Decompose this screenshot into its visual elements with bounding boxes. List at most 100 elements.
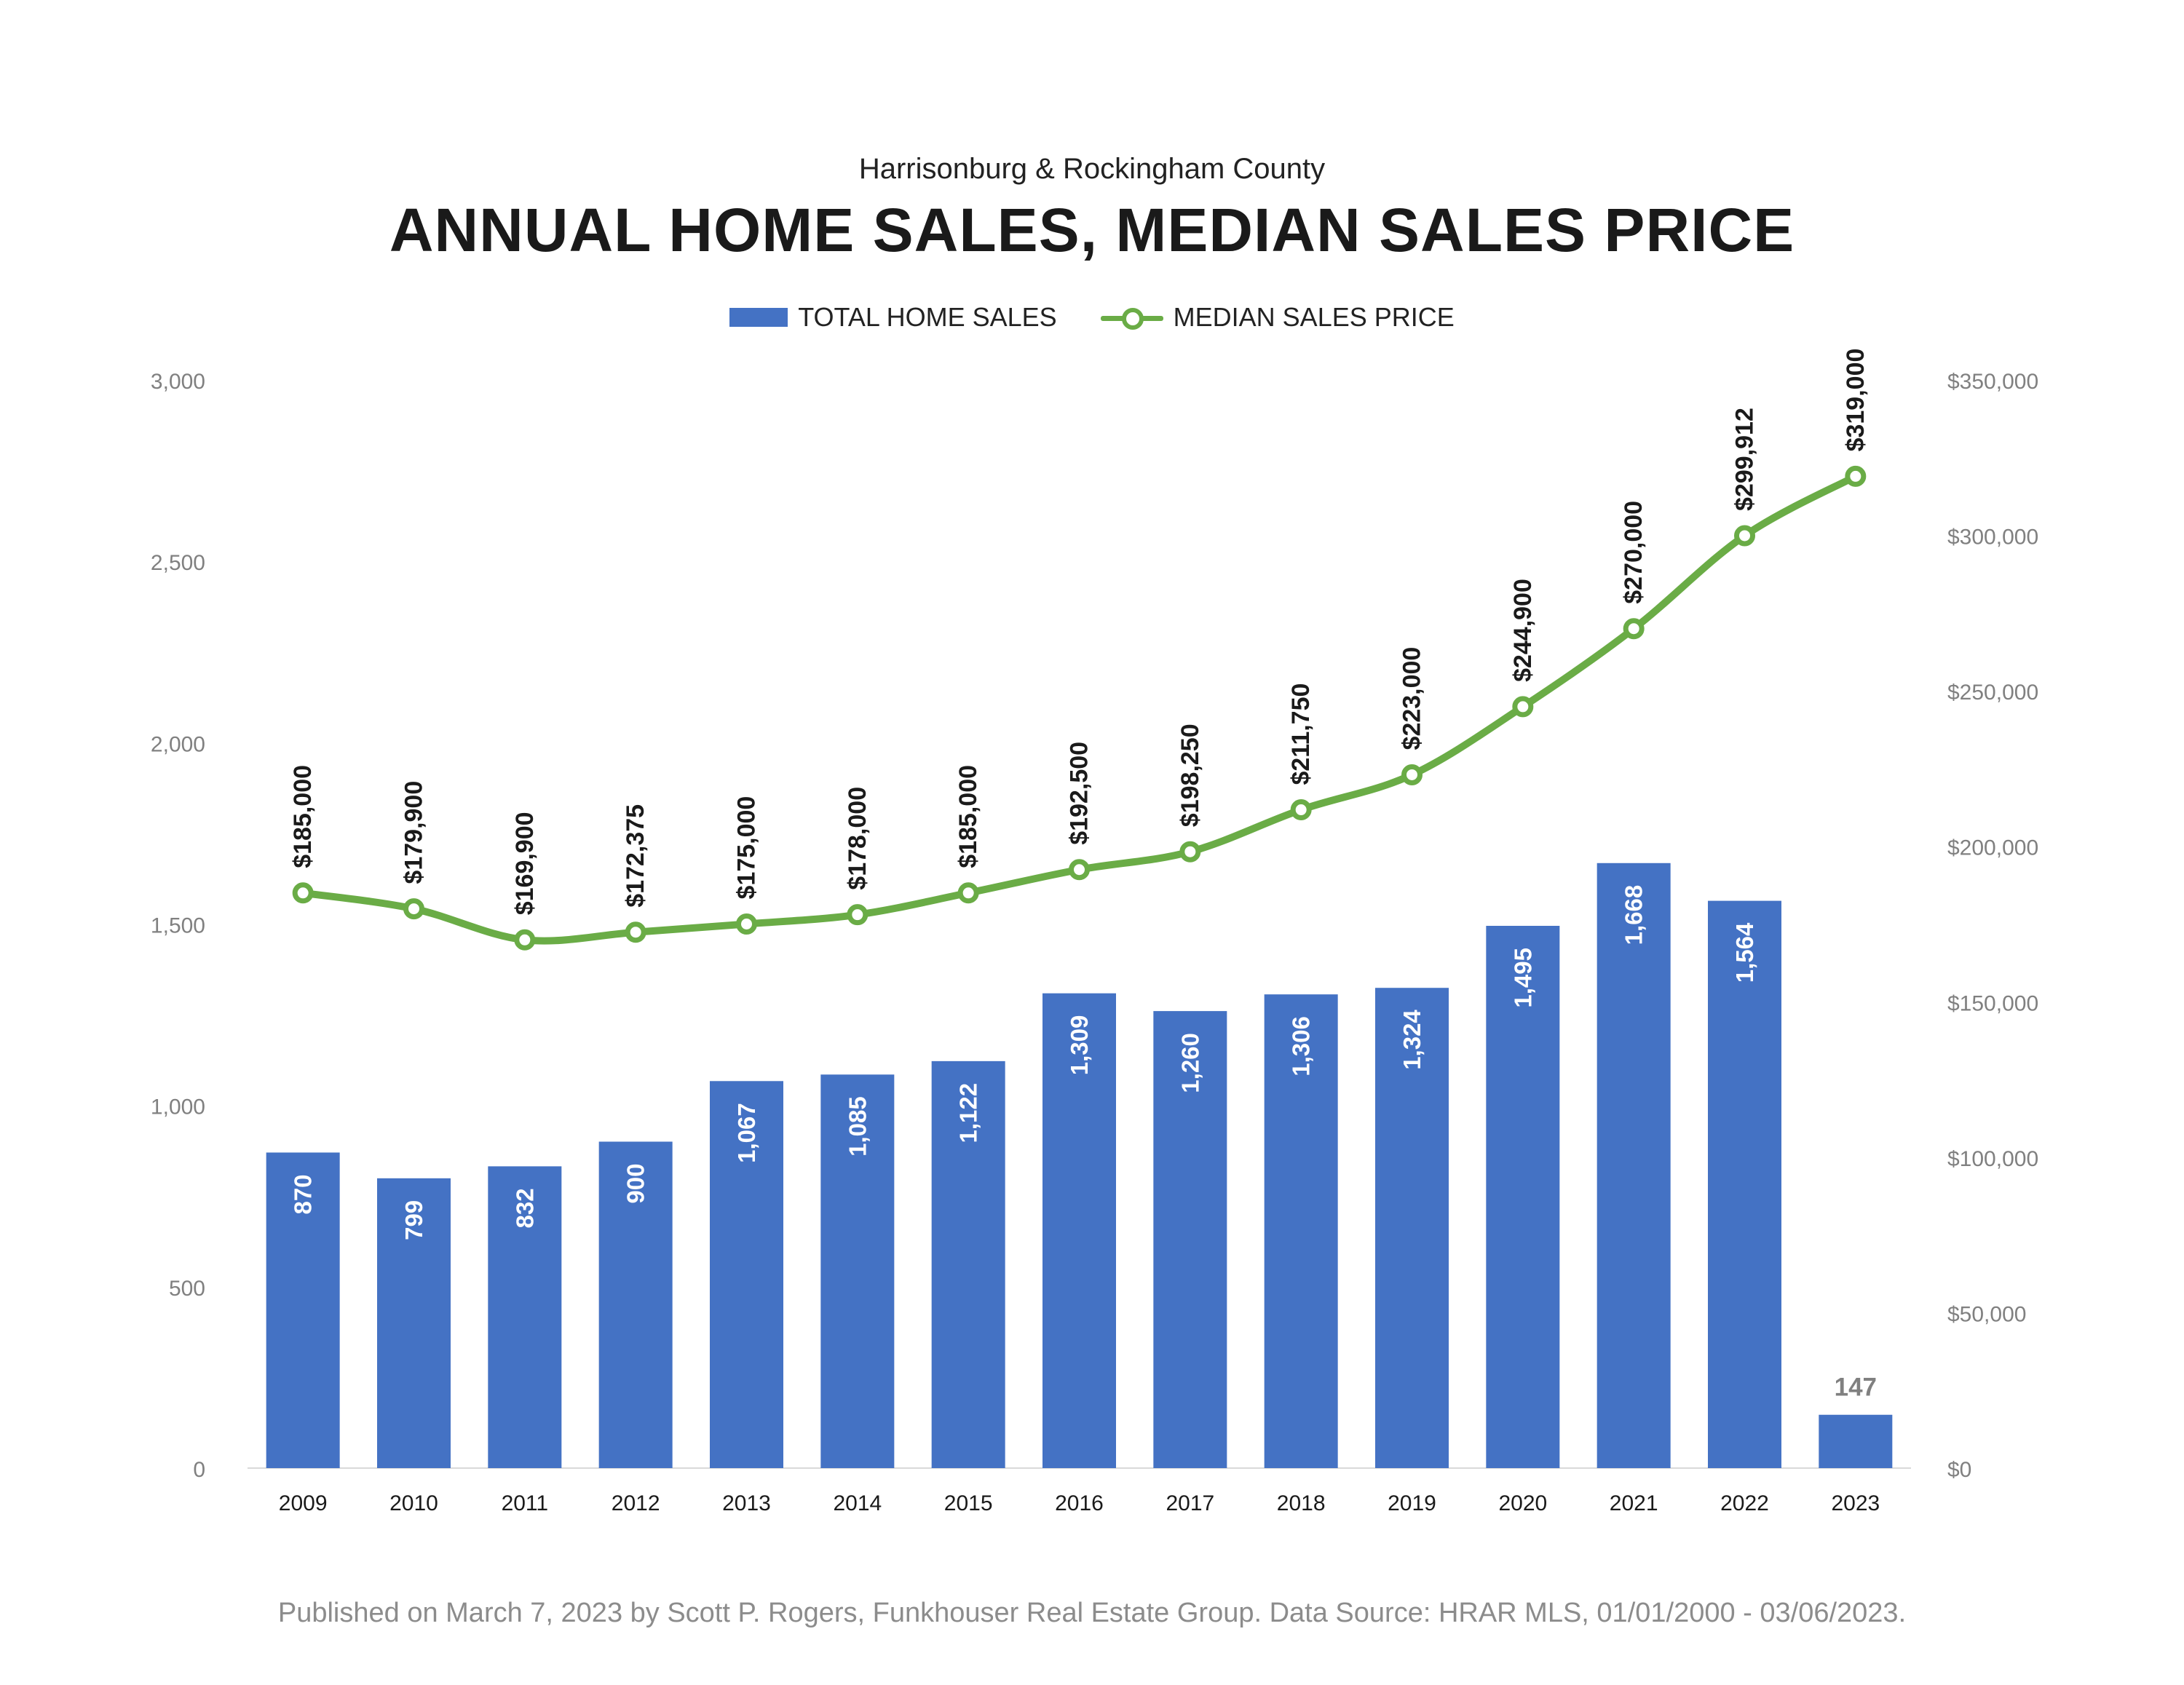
right-axis-tick-label: $200,000 (1947, 836, 2038, 860)
bar-data-label: 1,122 (955, 1083, 982, 1143)
median-price-data-label: $211,750 (1287, 683, 1315, 785)
median-price-data-label: $299,912 (1731, 408, 1759, 511)
median-price-data-label: $198,250 (1176, 723, 1204, 827)
legend-item-total-home-sales: TOTAL HOME SALES (729, 302, 1057, 333)
chart-legend: TOTAL HOME SALES MEDIAN SALES PRICE (0, 302, 2184, 333)
legend-line-swatch (1100, 308, 1163, 330)
median-price-point (957, 882, 979, 904)
bar-data-label: 1,495 (1509, 948, 1536, 1008)
bar-total-home-sales (488, 1166, 562, 1468)
median-price-point (736, 913, 757, 935)
right-axis-tick-label: $100,000 (1947, 1147, 2038, 1171)
median-price-point (1069, 859, 1090, 881)
median-price-data-label: $169,900 (511, 812, 539, 915)
x-axis-tick-label: 2023 (1831, 1491, 1880, 1515)
left-axis-tick-label: 2,000 (151, 732, 205, 756)
bar-data-label: 832 (511, 1188, 538, 1228)
x-axis-tick-label: 2014 (833, 1491, 882, 1515)
x-axis-tick-label: 2013 (722, 1491, 771, 1515)
median-price-data-label: $175,000 (733, 796, 761, 900)
right-axis-tick-label: $150,000 (1947, 991, 2038, 1015)
bar-total-home-sales (820, 1074, 895, 1468)
median-price-point (625, 921, 646, 943)
bar-total-home-sales (1153, 1011, 1227, 1468)
x-axis-tick-label: 2012 (612, 1491, 660, 1515)
median-price-point (1734, 525, 1755, 547)
bar-data-label: 900 (622, 1164, 649, 1204)
bar-data-label: 1,668 (1621, 885, 1647, 945)
chart-subtitle: Harrisonburg & Rockingham County (858, 153, 1326, 185)
legend-item-median-sales-price: MEDIAN SALES PRICE (1100, 302, 1455, 333)
median-price-point (1512, 696, 1534, 718)
median-price-data-label: $270,000 (1620, 501, 1647, 604)
right-axis-tick-label: $300,000 (1947, 526, 2038, 550)
chart-title: ANNUAL HOME SALES, MEDIAN SALES PRICE (389, 196, 1795, 264)
median-price-point (514, 929, 536, 951)
median-price-data-label: $319,000 (1842, 349, 1870, 452)
median-price-data-label: $172,375 (622, 804, 649, 908)
x-axis-tick-label: 2009 (279, 1491, 328, 1515)
median-price-data-label: $244,900 (1509, 579, 1537, 682)
bar-data-label: 1,306 (1288, 1016, 1315, 1077)
x-axis-tick-label: 2019 (1388, 1491, 1436, 1515)
median-sales-price-line (299, 472, 1859, 945)
bar-total-home-sales (1819, 1414, 1893, 1468)
median-price-point (292, 882, 314, 904)
x-axis-tick-label: 2022 (1720, 1491, 1769, 1515)
x-axis-tick-label: 2015 (944, 1491, 993, 1515)
median-price-point (1290, 799, 1312, 821)
bar-data-label: 1,067 (733, 1103, 760, 1163)
bar-data-label: 799 (400, 1200, 427, 1240)
bar-data-label: 1,085 (844, 1096, 871, 1157)
median-price-point (847, 904, 869, 926)
bar-total-home-sales (1708, 900, 1781, 1468)
legend-label-median-sales-price: MEDIAN SALES PRICE (1173, 302, 1455, 332)
legend-bar-swatch (729, 308, 788, 327)
bar-data-label: 1,260 (1176, 1033, 1203, 1093)
legend-label-total-home-sales: TOTAL HOME SALES (798, 302, 1057, 332)
left-axis-tick-label: 3,000 (151, 370, 205, 394)
x-axis-tick-label: 2016 (1055, 1491, 1104, 1515)
left-axis-tick-label: 0 (193, 1458, 205, 1482)
bar-total-home-sales (1486, 925, 1560, 1468)
bar-total-home-sales (1042, 993, 1116, 1468)
x-axis-tick-label: 2017 (1166, 1491, 1214, 1515)
median-price-point (1401, 764, 1423, 785)
left-axis-tick-label: 1,000 (151, 1095, 205, 1119)
right-axis-tick-label: $350,000 (1947, 370, 2038, 394)
median-price-data-label: $178,000 (844, 787, 871, 890)
bar-data-label: 1,324 (1398, 1010, 1425, 1070)
right-axis-tick-label: $250,000 (1947, 681, 2038, 705)
left-axis-tick-label: 2,500 (151, 551, 205, 575)
median-price-data-label: $185,000 (954, 765, 982, 868)
median-price-point (1179, 841, 1201, 863)
left-axis-tick-label: 500 (169, 1277, 205, 1301)
median-price-data-label: $185,000 (289, 765, 317, 868)
x-axis-tick-label: 2010 (389, 1491, 438, 1515)
median-price-data-label: $192,500 (1066, 742, 1093, 845)
x-axis-tick-label: 2011 (502, 1491, 549, 1515)
right-axis-tick-label: $50,000 (1947, 1302, 2026, 1326)
bar-total-home-sales (1375, 988, 1449, 1468)
median-price-data-label: $223,000 (1398, 647, 1426, 750)
median-price-data-label: $179,900 (400, 781, 428, 884)
left-axis-tick-label: 1,500 (151, 914, 205, 938)
right-axis-tick-label: $0 (1947, 1458, 1971, 1482)
bar-total-home-sales (710, 1081, 783, 1468)
median-price-point (1845, 465, 1867, 487)
bar-total-home-sales (1264, 994, 1338, 1468)
bar-total-home-sales (931, 1060, 1005, 1468)
bar-data-label: 1,309 (1066, 1015, 1093, 1076)
bar-data-label: 870 (290, 1174, 317, 1214)
bar-total-home-sales (377, 1178, 451, 1468)
bar-total-home-sales (1597, 863, 1671, 1468)
chart-footer-note: Published on March 7, 2023 by Scott P. R… (277, 1598, 1907, 1628)
bar-data-label: 147 (1835, 1373, 1877, 1402)
x-axis-tick-label: 2018 (1277, 1491, 1326, 1515)
median-price-point (403, 898, 424, 920)
bar-total-home-sales (598, 1141, 673, 1468)
x-axis-tick-label: 2020 (1498, 1491, 1547, 1515)
median-price-point (1623, 618, 1645, 640)
